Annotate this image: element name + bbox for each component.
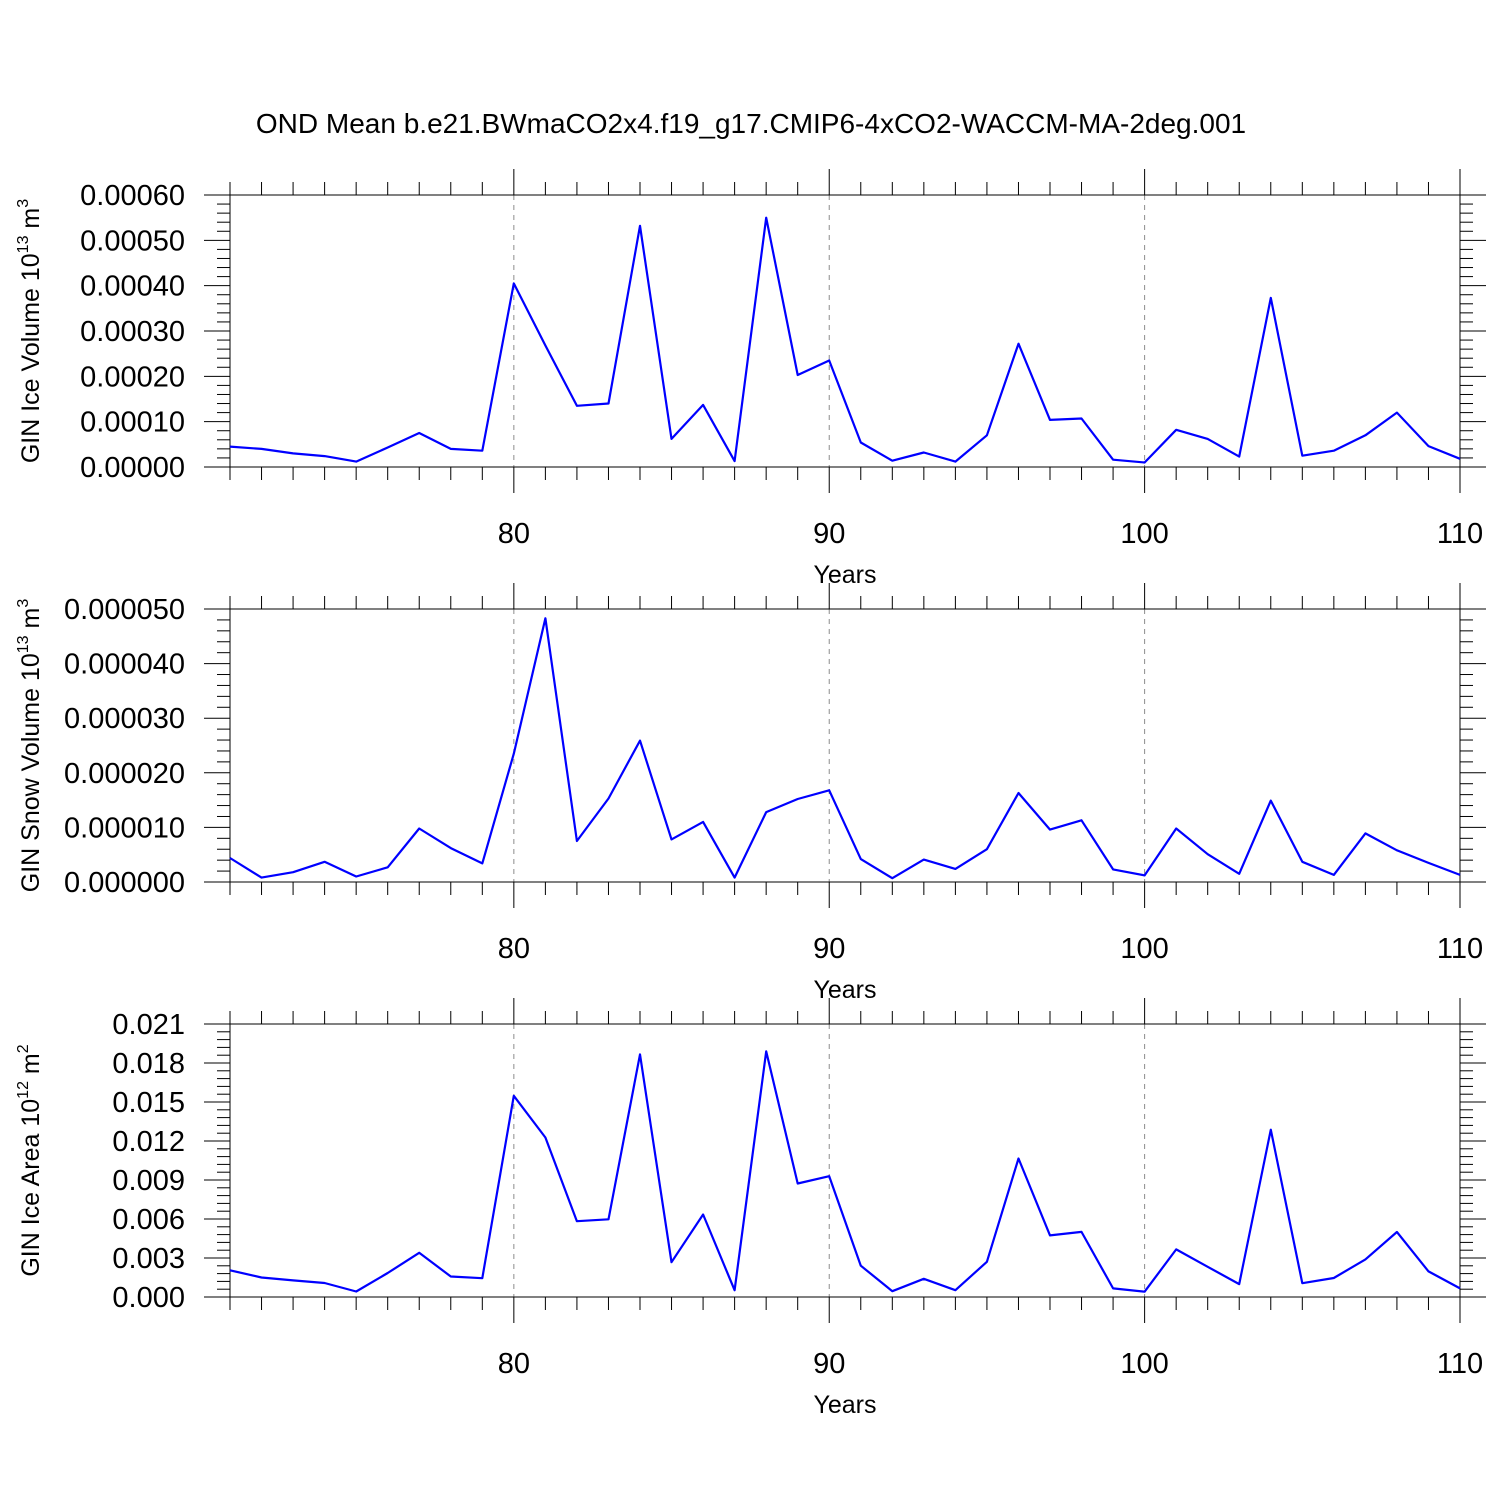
panel-2: 80 90 100 110 0.000000 0.000010 0.000020 0.0000…: [15, 583, 1486, 1004]
y-tick-label: 0.000040: [64, 649, 185, 681]
y-tick-label: 0.009: [112, 1165, 185, 1197]
x-tick-label: 100: [1120, 518, 1168, 550]
x-tick-label: 110: [1437, 518, 1483, 550]
y-tick-label: 0.000: [112, 1282, 185, 1314]
x-tick-label: 110: [1437, 933, 1483, 965]
x-tick-label: 90: [813, 933, 845, 965]
x-tick-label: 100: [1120, 933, 1168, 965]
y-tick-label: 0.00060: [80, 180, 185, 212]
chart-title: OND Mean b.e21.BWmaCO2x4.f19_g17.CMIP6-4…: [256, 108, 1246, 139]
y-tick-label: 0.00000: [80, 452, 185, 484]
y-axis-label: GIN Ice Area 1012 m2: [15, 1044, 45, 1276]
x-tick-label: 80: [498, 1348, 530, 1380]
y-tick-label: 0.012: [112, 1126, 185, 1158]
y-axis-label: GIN Ice Volume 1013 m3: [15, 199, 45, 463]
x-tick-label: 90: [813, 518, 845, 550]
x-tick-label: 80: [498, 933, 530, 965]
y-tick-label: 0.006: [112, 1204, 185, 1236]
x-axis-label: Years: [813, 976, 876, 1004]
y-tick-label: 0.000050: [64, 594, 185, 626]
x-tick-label: 110: [1437, 1348, 1483, 1380]
panel-1: 80 90 100 110 0.00000 0.00010 0.00020 0.00030 0.…: [15, 169, 1486, 589]
y-tick-label: 0.000020: [64, 758, 185, 790]
y-tick-label: 0.000000: [64, 867, 185, 899]
x-axis-label: Years: [813, 561, 876, 589]
plot-frame: [229, 1023, 1461, 1298]
series-line: [229, 617, 1461, 880]
y-tick-label: 0.000010: [64, 812, 185, 844]
series-line: [229, 216, 1461, 464]
y-tick-label: 0.00050: [80, 225, 185, 257]
series-line: [229, 1050, 1461, 1293]
panels: 80 90 100 110 0.00000 0.00010 0.00020 0.00030 0.…: [15, 169, 1486, 1419]
x-tick-label: 80: [498, 518, 530, 550]
y-tick-label: 0.00010: [80, 407, 185, 439]
y-tick-label: 0.021: [112, 1009, 185, 1041]
x-tick-label: 100: [1120, 1348, 1168, 1380]
y-tick-label: 0.015: [112, 1087, 185, 1119]
y-tick-label: 0.018: [112, 1048, 185, 1080]
plot-frame: [229, 608, 1461, 883]
y-tick-label: 0.00020: [80, 361, 185, 393]
y-axis-label: GIN Snow Volume 1013 m3: [15, 599, 45, 893]
y-tick-label: 0.00040: [80, 271, 185, 303]
y-tick-label: 0.00030: [80, 316, 185, 348]
x-axis-label: Years: [813, 1391, 876, 1419]
x-tick-label: 90: [813, 1348, 845, 1380]
panel-3: 80 90 100 110 0.000 0.003 0.006 0.009 0.012 0.015…: [15, 998, 1486, 1419]
plot-frame: [229, 194, 1461, 468]
y-tick-label: 0.000030: [64, 703, 185, 735]
y-tick-label: 0.003: [112, 1243, 185, 1275]
